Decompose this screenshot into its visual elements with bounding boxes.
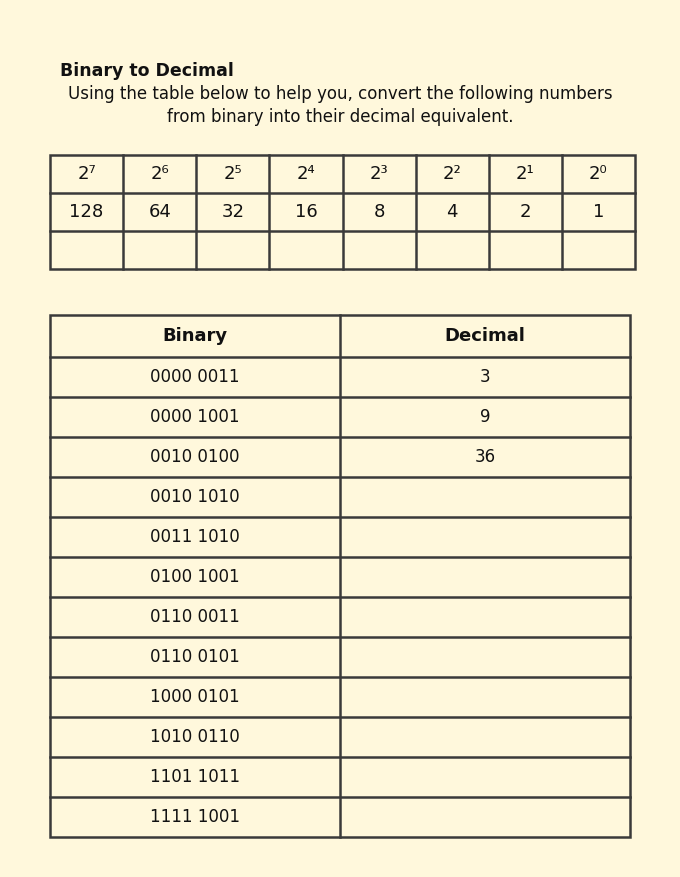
Text: 1010 0110: 1010 0110 bbox=[150, 728, 240, 746]
Text: 2¹: 2¹ bbox=[516, 165, 534, 183]
Text: 2⁴: 2⁴ bbox=[296, 165, 316, 183]
Text: 0100 1001: 0100 1001 bbox=[150, 568, 240, 586]
Text: 2: 2 bbox=[520, 203, 531, 221]
Text: 32: 32 bbox=[221, 203, 244, 221]
Text: Decimal: Decimal bbox=[445, 327, 526, 345]
Text: 16: 16 bbox=[294, 203, 318, 221]
Text: Binary to Decimal: Binary to Decimal bbox=[60, 62, 234, 80]
Text: 0010 0100: 0010 0100 bbox=[150, 448, 240, 466]
Text: 1101 1011: 1101 1011 bbox=[150, 768, 240, 786]
Text: Binary: Binary bbox=[163, 327, 228, 345]
Bar bbox=[50, 315, 630, 837]
Text: 0011 1010: 0011 1010 bbox=[150, 528, 240, 546]
Text: 128: 128 bbox=[69, 203, 103, 221]
Text: 2⁷: 2⁷ bbox=[78, 165, 96, 183]
Text: 2⁰: 2⁰ bbox=[589, 165, 608, 183]
Text: 2³: 2³ bbox=[370, 165, 388, 183]
Text: 2²: 2² bbox=[443, 165, 462, 183]
Text: 36: 36 bbox=[475, 448, 496, 466]
Text: 1111 1001: 1111 1001 bbox=[150, 808, 240, 826]
Text: 9: 9 bbox=[480, 408, 490, 426]
Text: 3: 3 bbox=[479, 368, 490, 386]
Text: 0110 0011: 0110 0011 bbox=[150, 608, 240, 626]
Text: 1: 1 bbox=[593, 203, 604, 221]
Text: 2⁵: 2⁵ bbox=[224, 165, 242, 183]
Text: 0000 0011: 0000 0011 bbox=[150, 368, 240, 386]
Text: 4: 4 bbox=[447, 203, 458, 221]
Text: 0110 0101: 0110 0101 bbox=[150, 648, 240, 666]
Text: Using the table below to help you, convert the following numbers: Using the table below to help you, conve… bbox=[68, 85, 612, 103]
Text: 64: 64 bbox=[148, 203, 171, 221]
Text: 0000 1001: 0000 1001 bbox=[150, 408, 240, 426]
Bar bbox=[50, 155, 635, 269]
Text: 8: 8 bbox=[373, 203, 385, 221]
Text: 1000 0101: 1000 0101 bbox=[150, 688, 240, 706]
Text: from binary into their decimal equivalent.: from binary into their decimal equivalen… bbox=[167, 108, 513, 126]
Text: 2⁶: 2⁶ bbox=[150, 165, 169, 183]
Text: 0010 1010: 0010 1010 bbox=[150, 488, 240, 506]
